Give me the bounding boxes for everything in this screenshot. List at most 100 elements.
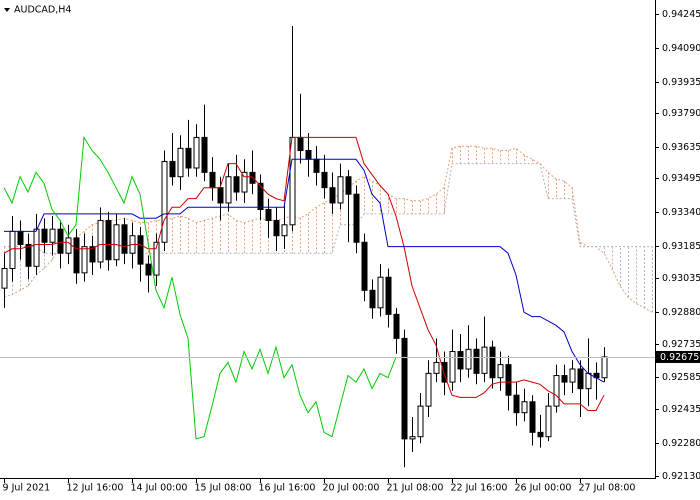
candle-body <box>265 209 272 221</box>
candle-body <box>569 368 576 383</box>
y-tick-label: 0.93635 <box>662 142 700 153</box>
candle-body <box>489 346 496 379</box>
candle-body <box>169 160 176 178</box>
y-tick-label: 0.92735 <box>662 339 700 350</box>
candle-body <box>57 228 64 254</box>
candle-body <box>65 237 72 254</box>
candle-body <box>465 348 472 370</box>
candle-body <box>369 289 376 309</box>
candle-body <box>305 150 312 160</box>
candle-body <box>281 224 288 237</box>
indicator-line <box>3 145 653 313</box>
y-tick-label: 0.94090 <box>662 43 700 54</box>
candle-body <box>233 176 240 193</box>
y-tick-label: 0.93790 <box>662 108 700 119</box>
candle-body <box>361 241 368 291</box>
candle-body <box>601 356 608 379</box>
candle-body <box>257 182 264 211</box>
y-tick-label: 0.92585 <box>662 372 700 383</box>
y-tick-label: 0.93340 <box>662 207 700 218</box>
y-tick-label: 0.92880 <box>662 307 700 318</box>
candle-body <box>273 219 280 237</box>
candle-body <box>33 228 40 267</box>
candle-body <box>297 136 304 152</box>
x-tick-label: 20 Jul 00:00 <box>323 483 380 494</box>
last-price-label: 0.92675 <box>660 352 699 363</box>
candle-body <box>313 158 320 173</box>
candle-body <box>185 147 192 169</box>
y-tick-label: 0.92280 <box>662 438 700 449</box>
candle-body <box>89 246 96 263</box>
candle-body <box>585 372 592 390</box>
x-tick-label: 14 Jul 00:00 <box>131 483 188 494</box>
candle-body <box>113 224 120 261</box>
x-tick-label: 27 Jul 08:00 <box>579 483 636 494</box>
y-tick-label: 0.93935 <box>662 77 700 88</box>
candle-body <box>513 394 520 414</box>
candle-body <box>393 313 400 339</box>
candle-body <box>385 276 392 315</box>
candle-body <box>401 337 408 440</box>
x-tick-label: 12 Jul 16:00 <box>67 483 124 494</box>
x-tick-label: 22 Jul 16:00 <box>451 483 508 494</box>
chart-title: AUDCAD,H4 <box>14 5 71 16</box>
x-tick-label: 21 Jul 08:00 <box>387 483 444 494</box>
candle-body <box>521 401 528 414</box>
candle-body <box>577 368 584 390</box>
x-tick-label: 15 Jul 08:00 <box>195 483 252 494</box>
candle-body <box>457 351 464 370</box>
candle-body <box>537 431 544 438</box>
last-price-box <box>656 350 700 363</box>
symbol-menu[interactable] <box>4 8 10 12</box>
y-tick-label: 0.93035 <box>662 273 700 284</box>
candle-body <box>409 436 416 440</box>
candle-body <box>473 348 480 374</box>
candle-body <box>25 243 32 267</box>
y-tick-label: 0.93185 <box>662 241 700 252</box>
candle-body <box>153 241 160 276</box>
candle-body <box>505 364 512 396</box>
indicator-line <box>3 135 397 440</box>
candle-body <box>241 171 248 193</box>
candle-body <box>545 405 552 438</box>
candle-body <box>345 176 352 195</box>
x-tick-label: 9 Jul 2021 <box>3 483 51 494</box>
candle-body <box>137 235 144 265</box>
y-tick-label: 0.92435 <box>662 404 700 415</box>
indicator-line <box>3 136 605 411</box>
candle-body <box>425 372 432 407</box>
candle-body <box>145 263 152 276</box>
y-tick-label: 0.92130 <box>662 471 700 482</box>
candle-body <box>217 187 224 204</box>
candle-body <box>17 230 24 245</box>
x-tick-label: 26 Jul 00:00 <box>515 483 572 494</box>
candle-body <box>561 375 568 383</box>
candle-body <box>481 346 488 374</box>
candle-body <box>321 171 328 189</box>
candle-body <box>97 219 104 263</box>
x-tick-label: 16 Jul 16:00 <box>259 483 316 494</box>
candle-body <box>417 405 424 438</box>
candle-body <box>353 193 360 243</box>
candle-body <box>41 228 48 243</box>
candle-body <box>49 228 56 243</box>
candle-body <box>225 176 232 204</box>
plot <box>1 25 653 468</box>
candle-body <box>433 361 440 374</box>
candle-body <box>177 147 184 178</box>
candle-body <box>441 361 448 383</box>
candle-body <box>329 187 336 204</box>
indicator-line <box>4 158 605 383</box>
candle-body <box>105 219 112 261</box>
y-tick-label: 0.94245 <box>662 9 700 20</box>
candle-body <box>1 267 8 289</box>
candle-body <box>81 246 88 274</box>
candle-body <box>161 160 168 243</box>
candle-body <box>73 237 80 274</box>
candle-body <box>529 401 536 433</box>
candle-body <box>377 276 384 309</box>
y-tick-label: 0.93495 <box>662 173 700 184</box>
candle-body <box>121 224 128 254</box>
